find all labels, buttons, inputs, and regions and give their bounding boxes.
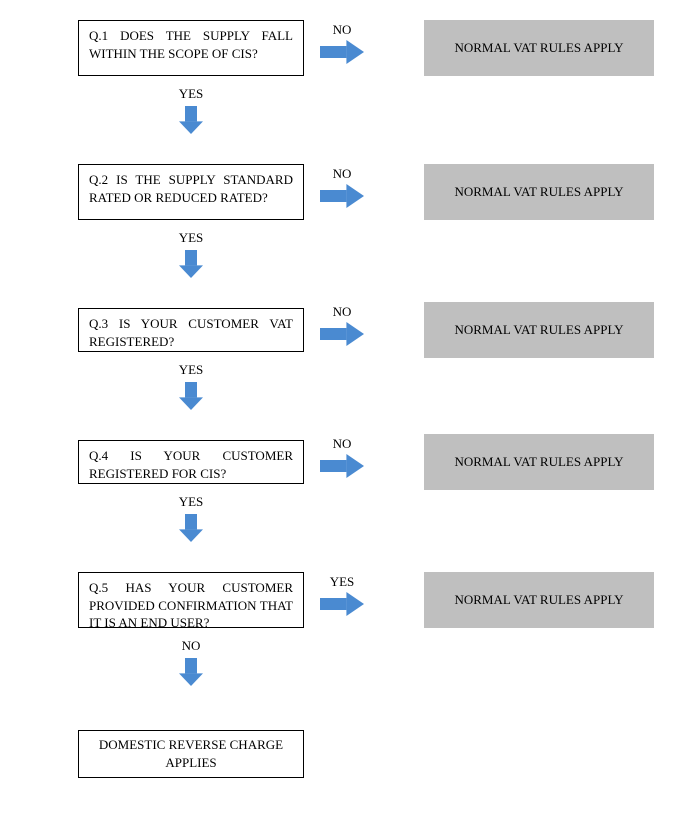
question-5: Q.5 HAS YOUR CUSTOMER PROVIDED CONFIRMAT… [78, 572, 304, 628]
arrow-right-icon [320, 322, 364, 351]
arrow-right-icon [320, 592, 364, 621]
outcome-5: NORMAL VAT RULES APPLY [424, 572, 654, 628]
final-outcome: DOMESTIC REVERSE CHARGE APPLIES [78, 730, 304, 778]
down-label-2: YES [171, 230, 211, 246]
down-label-3: YES [171, 362, 211, 378]
arrow-down-icon [179, 658, 203, 691]
outcome-4: NORMAL VAT RULES APPLY [424, 434, 654, 490]
down-label-4: YES [171, 494, 211, 510]
question-1: Q.1 DOES THE SUPPLY FALL WITHIN THE SCOP… [78, 20, 304, 76]
arrow-down-icon [179, 250, 203, 283]
outcome-1: NORMAL VAT RULES APPLY [424, 20, 654, 76]
arrow-down-icon [179, 382, 203, 415]
arrow-down-icon [179, 106, 203, 139]
arrow-right-icon [320, 454, 364, 483]
down-label-1: YES [171, 86, 211, 102]
outcome-2: NORMAL VAT RULES APPLY [424, 164, 654, 220]
right-label-4: NO [322, 436, 362, 452]
question-2: Q.2 IS THE SUPPLY STANDARD RATED OR REDU… [78, 164, 304, 220]
right-label-5: YES [322, 574, 362, 590]
arrow-right-icon [320, 184, 364, 213]
right-label-3: NO [322, 304, 362, 320]
arrow-right-icon [320, 40, 364, 69]
right-label-1: NO [322, 22, 362, 38]
outcome-3: NORMAL VAT RULES APPLY [424, 302, 654, 358]
down-label-5: NO [171, 638, 211, 654]
question-3: Q.3 IS YOUR CUSTOMER VAT REGISTERED? [78, 308, 304, 352]
arrow-down-icon [179, 514, 203, 547]
question-4: Q.4 IS YOUR CUSTOMER REGISTERED FOR CIS? [78, 440, 304, 484]
right-label-2: NO [322, 166, 362, 182]
